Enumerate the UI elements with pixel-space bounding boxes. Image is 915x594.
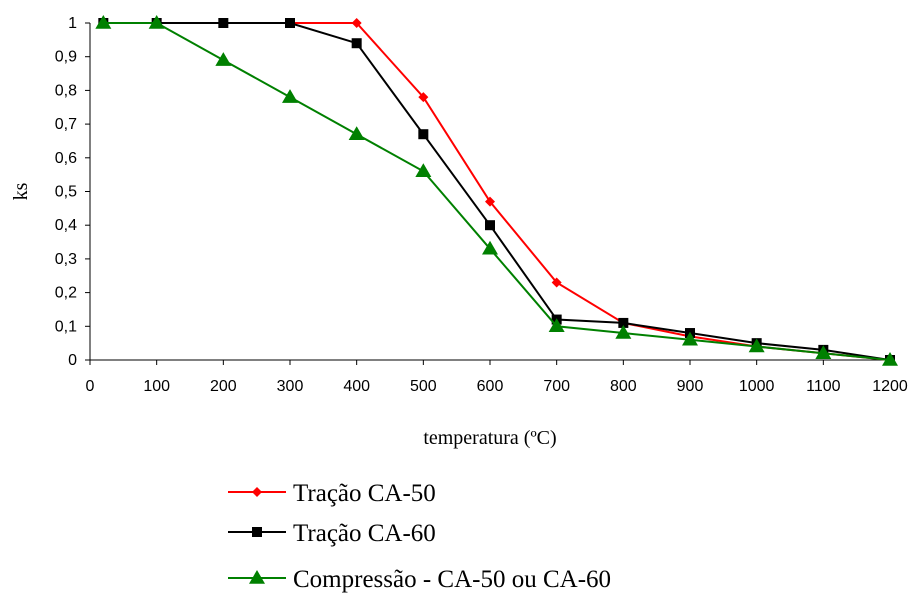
series-layer: [95, 15, 898, 366]
x-tick-label: 300: [277, 378, 304, 395]
y-tick-label: 0,9: [55, 49, 77, 66]
data-point: [285, 18, 295, 28]
legend-item: Compressão - CA-50 ou CA-60: [228, 566, 611, 593]
x-tick-label: 1200: [872, 378, 908, 395]
x-tick-label: 500: [410, 378, 437, 395]
axes: [89, 23, 890, 361]
y-tick-label: 0,3: [55, 251, 77, 268]
legend-marker: [252, 487, 262, 497]
legend-label: Compressão - CA-50 ou CA-60: [293, 566, 611, 593]
x-tick-label: 700: [543, 378, 570, 395]
x-axis-ticks: 0 100 200 300 400 500 600 700 800 900 1000 1100 1200: [86, 360, 908, 395]
x-tick-label: 200: [210, 378, 237, 395]
legend-item: Tração CA-60: [228, 520, 436, 547]
data-point: [415, 163, 432, 178]
legend-label: Tração CA-50: [293, 480, 436, 507]
series-3: [95, 15, 898, 366]
data-point: [485, 220, 495, 231]
series-line: [103, 22, 891, 361]
y-tick-label: 0,1: [55, 318, 77, 335]
data-point: [282, 89, 298, 103]
x-tick-label: 1000: [739, 378, 775, 395]
legend-marker: [252, 527, 262, 537]
y-tick-label: 0,4: [55, 217, 77, 234]
y-tick-label: 0,8: [55, 82, 77, 99]
data-point: [618, 317, 629, 328]
y-tick-label: 0,6: [55, 150, 77, 167]
data-point: [348, 126, 365, 140]
x-tick-label: 100: [143, 378, 170, 395]
series-2: [98, 18, 895, 365]
x-tick-label: 0: [86, 378, 95, 395]
series-line: [103, 22, 891, 361]
data-point: [148, 15, 165, 29]
x-tick-label: 1100: [806, 378, 841, 395]
x-tick-label: 900: [677, 378, 704, 395]
data-point: [548, 318, 565, 333]
x-axis-title: temperatura (ºC): [423, 427, 556, 449]
data-point: [882, 352, 898, 366]
legend: Tração CA-50 Tração CA-60 Compressão - CA-…: [228, 480, 611, 593]
series-1: [98, 18, 895, 365]
legend-item: Tração CA-50: [228, 480, 436, 507]
data-point: [551, 277, 562, 288]
data-point: [418, 92, 429, 103]
data-point: [215, 52, 232, 66]
data-point: [682, 331, 698, 346]
data-point: [351, 38, 362, 49]
x-tick-label: 800: [610, 378, 637, 395]
y-tick-label: 1: [68, 15, 77, 32]
data-point: [748, 338, 765, 353]
legend-label: Tração CA-60: [293, 520, 436, 547]
y-tick-label: 0: [68, 352, 77, 369]
data-point: [815, 345, 832, 360]
x-tick-label: 600: [477, 378, 504, 395]
legend-marker: [249, 570, 265, 584]
x-tick-label: 400: [343, 378, 370, 395]
data-point: [351, 18, 362, 28]
y-tick-label: 0,7: [55, 116, 77, 133]
y-tick-label: 0,2: [55, 285, 77, 302]
data-point: [95, 15, 112, 29]
data-point: [615, 325, 632, 339]
y-axis-ticks: 0 0,1 0,2 0,3 0,4 0,5 0,6 0,7 0,8 0,9 1: [55, 15, 90, 369]
data-point: [418, 129, 429, 140]
data-point: [218, 18, 229, 28]
y-tick-label: 0,5: [55, 184, 77, 201]
data-point: [485, 196, 495, 207]
y-axis-title: ks: [10, 182, 32, 200]
series-line: [103, 22, 891, 361]
data-point: [482, 240, 498, 255]
